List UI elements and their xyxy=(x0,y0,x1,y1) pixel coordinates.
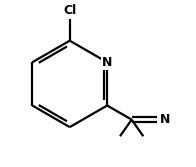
Text: Cl: Cl xyxy=(63,4,76,17)
Text: N: N xyxy=(102,56,112,69)
Text: N: N xyxy=(160,113,170,126)
